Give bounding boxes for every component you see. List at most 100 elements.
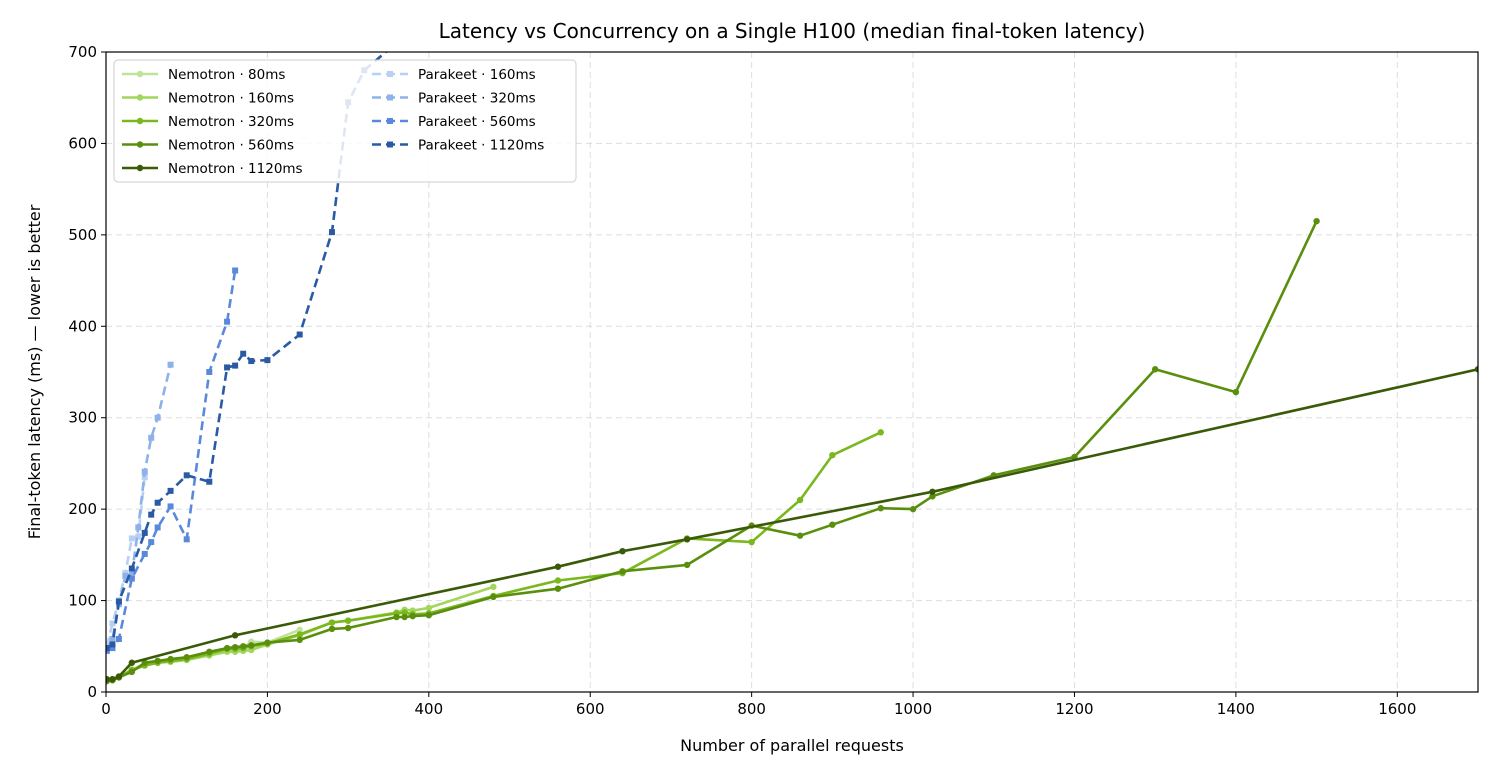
- data-point: [141, 529, 148, 536]
- data-point: [909, 505, 917, 513]
- data-point: [748, 538, 755, 546]
- x-tick-label: 800: [737, 700, 766, 718]
- data-point: [183, 654, 190, 661]
- data-point: [141, 550, 148, 557]
- data-point: [128, 565, 135, 572]
- data-point: [796, 532, 804, 539]
- data-point: [128, 668, 136, 676]
- data-point: [109, 635, 116, 642]
- grid: [106, 52, 1478, 692]
- data-point: [154, 524, 161, 531]
- data-point: [619, 568, 626, 575]
- data-point: [109, 620, 116, 627]
- data-point: [109, 676, 116, 683]
- data-point: [490, 593, 497, 601]
- legend-item: Parakeet · 160ms: [372, 67, 536, 83]
- data-point: [154, 499, 161, 506]
- legend-item: Nemotron · 80ms: [122, 67, 285, 83]
- series-line: [106, 52, 388, 650]
- data-point: [683, 561, 691, 569]
- data-point: [328, 619, 336, 626]
- x-tick-label: 200: [253, 700, 282, 718]
- legend-label: Nemotron · 1120ms: [168, 161, 303, 177]
- series-7: [106, 267, 239, 654]
- series-layer: [106, 52, 1478, 685]
- data-point: [240, 643, 247, 650]
- data-point: [167, 361, 174, 368]
- data-point: [154, 414, 161, 421]
- y-tick-label: 600: [68, 134, 97, 152]
- data-point: [148, 511, 155, 518]
- data-point: [683, 536, 691, 543]
- data-point: [554, 577, 562, 584]
- data-point: [401, 609, 408, 616]
- data-point: [232, 267, 239, 274]
- data-point: [128, 659, 136, 666]
- y-axis-title: Final-token latency (ms) — lower is bett…: [25, 204, 44, 539]
- data-point: [148, 434, 155, 441]
- data-point: [167, 655, 174, 663]
- data-point: [877, 429, 884, 436]
- x-tick-label: 1400: [1217, 700, 1255, 718]
- data-point: [796, 496, 804, 504]
- x-tick-label: 1600: [1378, 700, 1416, 718]
- data-point: [109, 645, 116, 652]
- legend-label: Parakeet · 1120ms: [418, 138, 544, 154]
- data-point: [231, 644, 239, 651]
- x-tick-label: 400: [415, 700, 444, 718]
- data-point: [224, 364, 231, 371]
- data-point: [115, 673, 123, 680]
- legend-label: Nemotron · 160ms: [168, 91, 294, 107]
- data-point: [264, 639, 271, 646]
- x-tick-label: 1200: [1055, 700, 1093, 718]
- y-tick-label: 700: [68, 43, 97, 61]
- legend-marker: [136, 164, 144, 172]
- data-point: [401, 613, 408, 621]
- data-point: [344, 624, 352, 632]
- data-point: [167, 487, 174, 494]
- legend-item: Nemotron · 1120ms: [122, 161, 303, 177]
- legend-item: Parakeet · 560ms: [372, 114, 536, 130]
- y-tick-label: 300: [68, 409, 97, 427]
- x-tick-label: 0: [101, 700, 111, 718]
- data-point: [929, 493, 936, 500]
- ticks: 0 200 400 600 800 1000 1200 1400 1600 0 100 200 300 4…: [68, 43, 1416, 718]
- data-point: [183, 536, 190, 543]
- data-point: [296, 636, 303, 644]
- data-point: [106, 645, 110, 652]
- legend-item: Parakeet · 320ms: [372, 91, 536, 107]
- legend: Nemotron · 80ms Nemotron · 160ms Nemotron …: [113, 59, 577, 183]
- data-point: [115, 598, 122, 605]
- data-point: [1232, 388, 1240, 396]
- data-point: [248, 642, 255, 649]
- data-point: [344, 617, 352, 624]
- legend-label: Parakeet · 160ms: [418, 67, 536, 83]
- data-point: [128, 575, 135, 582]
- data-point: [296, 626, 303, 634]
- data-point: [409, 612, 416, 620]
- data-point: [122, 572, 129, 579]
- series-line: [106, 368, 1478, 681]
- data-point: [829, 452, 836, 459]
- legend-item: Nemotron · 560ms: [122, 138, 294, 154]
- y-tick-label: 200: [68, 500, 97, 518]
- data-point: [554, 585, 562, 592]
- legend-item: Nemotron · 160ms: [122, 91, 294, 107]
- data-point: [393, 613, 400, 621]
- data-point: [231, 632, 239, 639]
- data-point: [115, 635, 122, 642]
- data-point: [877, 505, 884, 512]
- data-point: [328, 229, 335, 236]
- legend-marker: [387, 118, 393, 124]
- y-tick-label: 0: [87, 683, 97, 701]
- data-point: [141, 659, 148, 666]
- data-point: [167, 503, 174, 510]
- legend-label: Nemotron · 320ms: [168, 114, 294, 130]
- legend-marker: [136, 141, 144, 148]
- legend-marker: [136, 117, 144, 125]
- series-3: [106, 217, 1320, 685]
- data-point: [148, 539, 155, 546]
- data-point: [183, 472, 190, 479]
- data-point: [206, 369, 213, 375]
